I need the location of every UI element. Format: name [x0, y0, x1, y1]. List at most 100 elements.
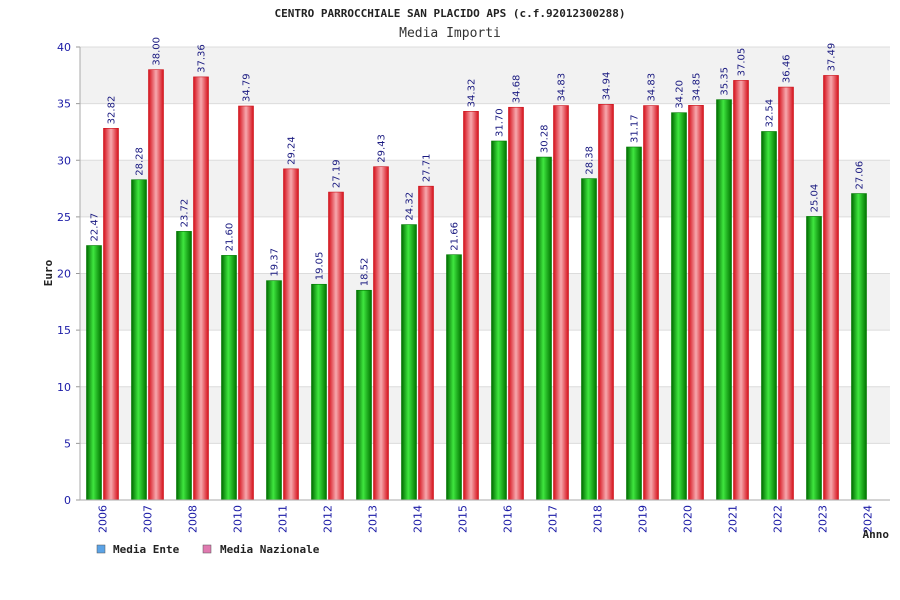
bar-media-nazionale-2021: [733, 80, 749, 501]
bar-media-ente-2012: [311, 283, 327, 501]
value-label: 28.38: [585, 146, 596, 175]
x-tick-label: 2006: [97, 505, 110, 533]
value-label: 25.04: [810, 184, 821, 213]
plot-band: [80, 443, 890, 500]
value-labels-layer: 22.47 32.82 28.28 38.00 23.72 37.36 21.60 34.79…: [90, 37, 866, 286]
value-label: 34.32: [467, 79, 478, 108]
value-label: 29.43: [377, 134, 388, 163]
value-label: 27.19: [332, 159, 343, 188]
plot-band: [80, 273, 890, 331]
bar-media-ente-2015: [446, 254, 462, 501]
plot-band: [80, 103, 890, 161]
plot-band: [80, 216, 890, 274]
axes-layer: 0 5 10 15 20 25 30 35 40 2006 2007 2008 2010 2011 2012…: [57, 41, 890, 533]
bar-media-ente-2017: [536, 156, 552, 501]
value-label: 37.05: [737, 48, 748, 77]
value-label: 34.79: [242, 73, 253, 102]
value-label: 24.32: [405, 192, 416, 221]
bar-media-ente-2010: [221, 255, 237, 501]
x-tick-label: 2019: [637, 505, 650, 533]
bar-media-nazionale-2013: [373, 166, 389, 501]
x-tick-label: 2008: [187, 505, 200, 533]
value-label: 19.05: [315, 252, 326, 281]
bar-media-nazionale-2023: [823, 75, 839, 501]
y-tick-label: 30: [57, 154, 71, 167]
value-label: 34.85: [692, 73, 703, 102]
y-tick-label: 5: [64, 437, 71, 450]
bar-media-ente-2020: [671, 112, 687, 501]
bar-media-nazionale-2007: [148, 69, 164, 501]
bar-media-nazionale-2018: [598, 104, 614, 501]
x-tick-label: 2010: [232, 505, 245, 533]
value-label: 34.83: [557, 73, 568, 102]
value-label: 35.35: [720, 67, 731, 96]
bar-media-ente-2022: [761, 131, 777, 501]
value-label: 27.71: [422, 154, 433, 183]
value-label: 28.28: [135, 147, 146, 176]
y-tick-label: 35: [57, 98, 71, 111]
value-label: 37.36: [197, 44, 208, 73]
bar-media-nazionale-2019: [643, 105, 659, 501]
value-label: 37.49: [827, 43, 838, 72]
plot-band: [80, 160, 890, 217]
legend-label-media-nazionale: Media Nazionale: [220, 543, 320, 556]
bar-media-ente-2011: [266, 280, 282, 501]
x-tick-label: 2018: [592, 505, 605, 533]
value-label: 30.28: [540, 124, 551, 153]
x-tick-label: 2012: [322, 505, 335, 533]
value-label: 22.47: [90, 213, 101, 242]
y-tick-label: 15: [57, 324, 71, 337]
value-label: 32.82: [107, 96, 118, 125]
bar-media-ente-2008: [176, 231, 192, 501]
x-tick-label: 2017: [547, 505, 560, 533]
value-label: 36.46: [782, 54, 793, 83]
x-tick-label: 2013: [367, 505, 380, 533]
bar-media-ente-2014: [401, 224, 417, 501]
bar-media-nazionale-2010: [238, 105, 254, 501]
value-label: 21.66: [450, 222, 461, 251]
value-label: 19.37: [270, 248, 281, 277]
value-label: 32.54: [765, 99, 776, 128]
chart-title: CENTRO PARROCCHIALE SAN PLACIDO APS (c.f…: [275, 7, 626, 20]
value-label: 34.20: [675, 80, 686, 109]
y-tick-label: 0: [64, 494, 71, 507]
value-label: 27.06: [855, 161, 866, 190]
bar-media-nazionale-2016: [508, 106, 524, 501]
bar-media-ente-2023: [806, 216, 822, 501]
x-tick-label: 2021: [727, 505, 740, 533]
y-tick-label: 40: [57, 41, 71, 54]
x-tick-label: 2023: [817, 505, 830, 533]
bar-media-nazionale-2006: [103, 128, 119, 501]
x-tick-label: 2007: [142, 505, 155, 533]
x-tick-label: 2015: [457, 505, 470, 533]
plot-band: [80, 386, 890, 444]
bar-media-nazionale-2008: [193, 76, 209, 501]
value-label: 38.00: [152, 37, 163, 66]
bar-media-ente-2006: [86, 245, 102, 501]
bar-media-nazionale-2014: [418, 185, 434, 501]
bar-media-nazionale-2022: [778, 86, 794, 501]
y-tick-label: 10: [57, 381, 71, 394]
value-label: 18.52: [360, 258, 371, 287]
value-label: 23.72: [180, 199, 191, 228]
bar-media-nazionale-2017: [553, 105, 569, 501]
y-axis-title: Euro: [42, 259, 55, 286]
value-label: 29.24: [287, 136, 298, 165]
bar-media-nazionale-2012: [328, 191, 344, 501]
x-tick-label: 2016: [502, 505, 515, 533]
bar-media-ente-2007: [131, 179, 147, 501]
x-tick-label: 2014: [412, 505, 425, 533]
bar-media-nazionale-2020: [688, 105, 704, 501]
chart-subtitle: Media Importi: [399, 26, 501, 41]
value-label: 34.94: [602, 72, 613, 101]
bar-media-nazionale-2011: [283, 168, 299, 501]
x-axis-title: Anno: [863, 528, 890, 541]
bar-media-ente-2021: [716, 99, 732, 501]
legend: Media Ente Media Nazionale: [96, 543, 320, 556]
value-label: 31.70: [495, 108, 506, 137]
y-tick-label: 25: [57, 211, 71, 224]
value-label: 31.17: [630, 114, 641, 143]
x-tick-label: 2024: [862, 505, 875, 533]
bar-media-ente-2019: [626, 146, 642, 501]
